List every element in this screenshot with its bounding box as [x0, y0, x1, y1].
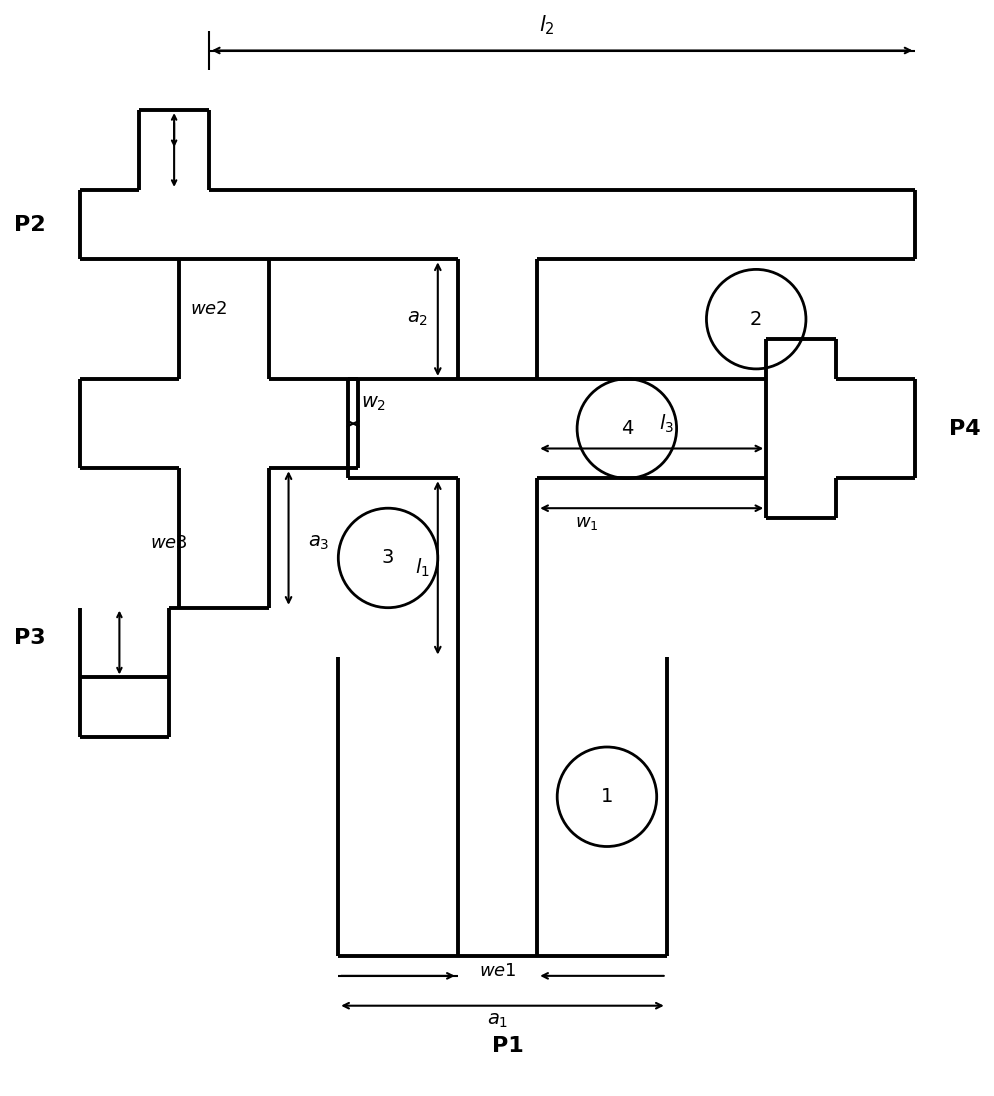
Text: $we1$: $we1$: [478, 962, 516, 980]
Text: $l_2$: $l_2$: [539, 14, 555, 37]
Text: $we3$: $we3$: [150, 534, 188, 552]
Text: P2: P2: [14, 215, 46, 235]
Text: P3: P3: [14, 628, 46, 648]
Text: $a_1$: $a_1$: [486, 1012, 508, 1030]
Text: $w_1$: $w_1$: [575, 514, 598, 533]
Text: P1: P1: [491, 1036, 523, 1055]
Text: P4: P4: [948, 419, 980, 438]
Text: 2: 2: [749, 310, 761, 329]
Text: $w_2$: $w_2$: [360, 395, 386, 413]
Text: 3: 3: [382, 548, 394, 568]
Text: $we2$: $we2$: [190, 300, 228, 318]
Text: $a_2$: $a_2$: [407, 310, 428, 329]
Text: $l_1$: $l_1$: [415, 557, 429, 579]
Text: $a_3$: $a_3$: [307, 534, 329, 552]
Text: $l_3$: $l_3$: [658, 412, 674, 435]
Text: 4: 4: [620, 419, 632, 438]
Text: 1: 1: [600, 787, 612, 807]
